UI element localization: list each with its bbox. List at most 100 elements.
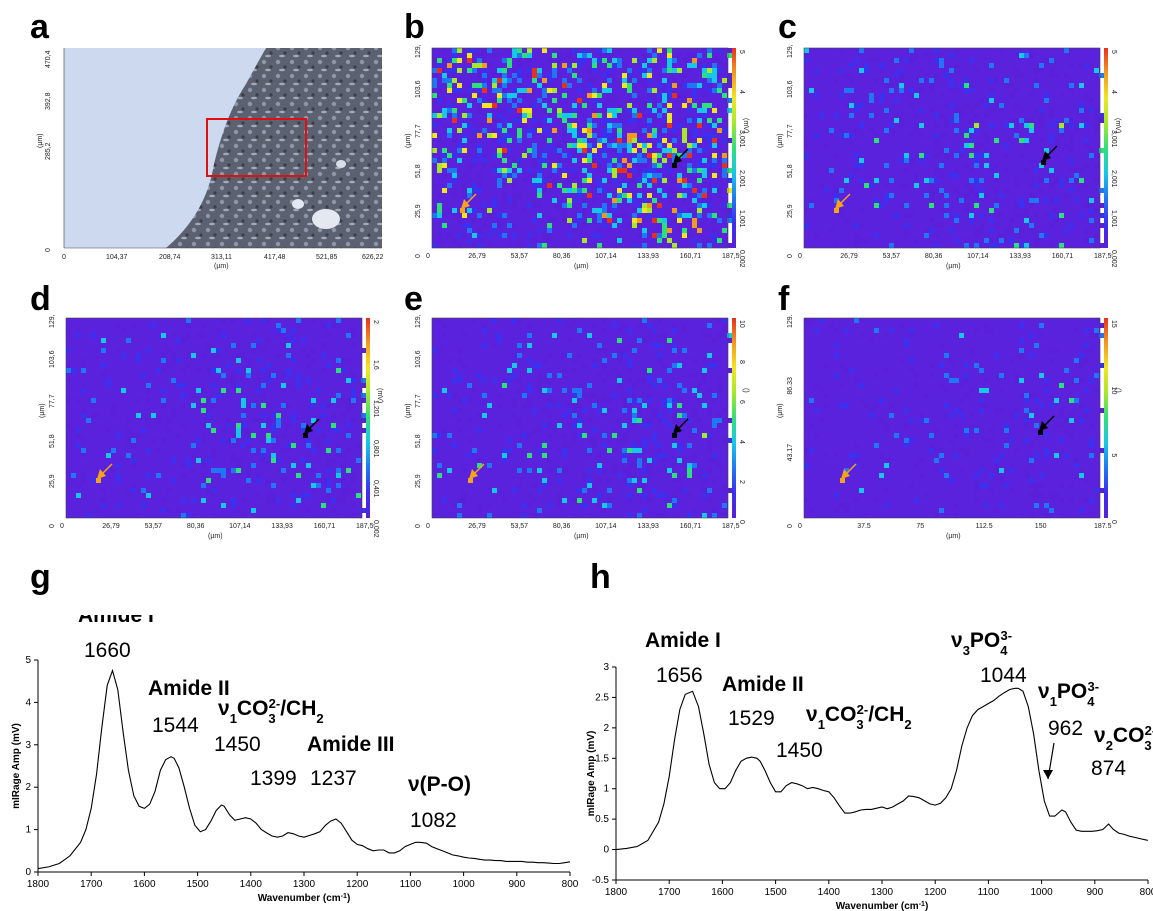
xtick: 0 — [798, 253, 802, 260]
ytick: 3 — [25, 740, 31, 751]
ir-map: 15 10 5 0 () 129.5 86.33 43.17 0 (µm) 0 37.5 75 112.5… — [777, 314, 1121, 540]
xtick: 1100 — [400, 879, 422, 890]
ytick: 0 — [49, 524, 56, 528]
colorbar-tick: 2,001 — [1110, 170, 1117, 188]
ytick: 1 — [603, 784, 609, 795]
marker-arrow — [461, 199, 470, 209]
xtick: 1000 — [452, 879, 475, 890]
xtick: 53,57 — [145, 523, 163, 530]
ytick: 4 — [25, 697, 31, 708]
marker-square — [672, 163, 677, 168]
xtick: 160,71 — [680, 523, 702, 530]
ytick: 5 — [25, 655, 31, 666]
peak-value: 1237 — [310, 767, 357, 790]
ytick: 129,5 — [415, 314, 422, 328]
xtick: 1200 — [346, 879, 369, 890]
colorbar — [732, 318, 736, 518]
xtick: 133,93 — [637, 523, 659, 530]
xtick: 187.5 — [1094, 523, 1112, 530]
peak-label: ν1PO43- — [1038, 679, 1099, 709]
xtick: 75 — [916, 523, 924, 530]
marker-arrow — [673, 154, 682, 164]
peak-label: ν1CO32-/CH2 — [218, 696, 324, 726]
x-axis-label: (µm) — [946, 263, 961, 270]
xtick: 107,14 — [967, 253, 989, 260]
xtick: 80,36 — [925, 253, 943, 260]
peak-label: ν(P-O) — [408, 773, 471, 796]
peak-value: 1082 — [410, 809, 457, 832]
xtick: 187,5 — [356, 523, 374, 530]
y-axis-label: (µm) — [405, 133, 412, 148]
marker-square — [840, 478, 845, 483]
y-axis-label: (µm) — [777, 133, 784, 148]
xtick: 1400 — [818, 887, 841, 898]
xtick: 80,36 — [553, 523, 571, 530]
ytick: 103,6 — [49, 350, 56, 368]
colorbar-tick: 2 — [372, 320, 379, 324]
region-of-interest-box — [206, 118, 307, 177]
peak-value: 962 — [1048, 717, 1083, 740]
peak-label: ν2CO32- — [1094, 723, 1153, 753]
ytick: 0 — [415, 524, 422, 528]
peak-label: Amide II — [148, 677, 230, 700]
map-speckle — [804, 48, 1104, 248]
xtick: 187,5 — [722, 253, 740, 260]
colorbar-tick: 5 — [738, 50, 745, 54]
panel-label-f: f — [778, 280, 790, 318]
xtick: 1500 — [186, 879, 209, 890]
marker-arrow — [304, 424, 313, 434]
y-axis-label: (µm) — [777, 403, 784, 418]
xtick: 1500 — [764, 887, 787, 898]
colorbar — [732, 48, 736, 248]
xtick: 26,79 — [468, 523, 486, 530]
xtick: 107,14 — [595, 253, 617, 260]
xtick: 104,37 — [106, 254, 128, 261]
xtick: 0 — [60, 523, 64, 530]
tissue-section — [166, 48, 382, 248]
ir-map: 5 4 3,001 2,001 1,001 0,002 (mV) 129,5 103,6 77,7… — [777, 44, 1121, 270]
panel-label-e: e — [404, 280, 423, 318]
y-axis-label: (µm) — [405, 403, 412, 418]
xtick: 1700 — [658, 887, 681, 898]
xtick: 626,22 — [362, 254, 384, 261]
x-axis-label: Wavenumber (cm-1) — [258, 893, 351, 905]
map-speckle — [66, 318, 366, 518]
xtick: 800 — [1140, 887, 1153, 898]
xtick: 37.5 — [857, 523, 871, 530]
ytick: 25,9 — [787, 204, 794, 218]
x-axis-label: (µm) — [208, 533, 223, 540]
xtick: 53,57 — [511, 253, 529, 260]
peak-value: 874 — [1091, 757, 1126, 780]
colorbar-tick: 4 — [738, 440, 745, 444]
xtick: 1300 — [871, 887, 894, 898]
ytick: 2 — [25, 782, 31, 793]
colorbar-unit: () — [742, 388, 749, 393]
ytick: 51,8 — [49, 434, 56, 448]
ytick: 0 — [415, 254, 422, 258]
spectrum-line — [615, 687, 1149, 851]
xtick: 900 — [1086, 887, 1103, 898]
xtick: 160,71 — [314, 523, 336, 530]
peak-label: Amide II — [722, 673, 804, 696]
panel-label-g: g — [30, 558, 51, 596]
ytick: 77,7 — [415, 124, 422, 138]
map-speckle — [804, 318, 1104, 518]
ytick: 470,4 — [45, 50, 52, 68]
ytick: 2.5 — [595, 692, 609, 703]
ytick: 129,5 — [49, 314, 56, 328]
colorbar-tick: 10 — [738, 320, 745, 328]
colorbar-tick: 2 — [738, 480, 745, 484]
marker-square — [672, 433, 677, 438]
ytick: 51,8 — [415, 434, 422, 448]
xtick: 0 — [426, 523, 430, 530]
xtick: 133,93 — [637, 253, 659, 260]
peak-label: Amide I — [78, 615, 154, 627]
xtick: 1800 — [27, 879, 50, 890]
ytick: 0.5 — [595, 814, 609, 825]
y-axis-label: mIRage Amp (mV) — [11, 723, 22, 809]
ir-map: 2 1,6 1,201 0,801 0,401 0,002 (mV) 129,5 103,6 77… — [39, 314, 383, 540]
peak-value: 1529 — [728, 707, 775, 730]
ytick: 0 — [45, 248, 52, 252]
xtick: 1600 — [133, 879, 156, 890]
panel-label-a: a — [30, 8, 49, 46]
